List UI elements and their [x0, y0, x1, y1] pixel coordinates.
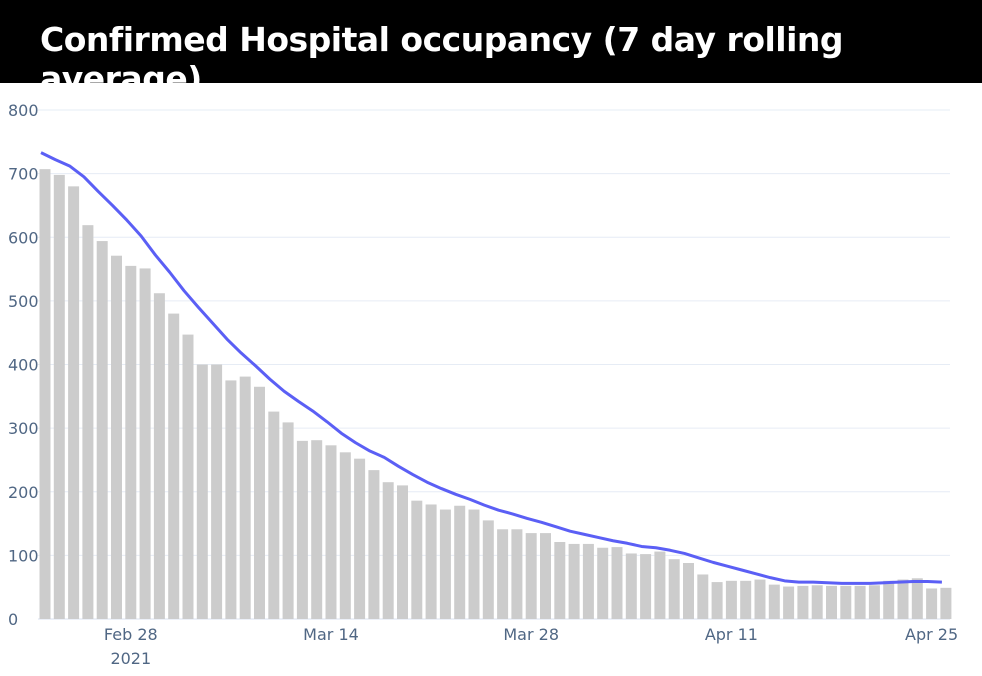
- bar: [125, 265, 137, 619]
- x-tick-label: Apr 25: [905, 625, 958, 644]
- bar: [940, 587, 952, 619]
- bar: [797, 585, 809, 619]
- bar: [668, 559, 680, 619]
- bar: [811, 585, 823, 619]
- y-tick-label: 700: [8, 165, 39, 184]
- bar: [368, 470, 380, 619]
- y-tick-label: 300: [8, 419, 39, 438]
- bar: [96, 241, 108, 619]
- bar: [196, 364, 208, 619]
- x-tick-label: Mar 28: [503, 625, 559, 644]
- bar: [482, 520, 494, 619]
- x-tick-label: Apr 11: [705, 625, 758, 644]
- bar: [182, 334, 194, 619]
- bar: [826, 585, 837, 619]
- y-tick-label: 200: [8, 483, 39, 502]
- bar: [883, 580, 895, 619]
- bar: [540, 533, 551, 619]
- bar: [725, 580, 737, 619]
- bar: [139, 268, 151, 619]
- bar: [354, 458, 366, 619]
- bar: [554, 542, 566, 619]
- bar: [53, 174, 65, 619]
- bar: [511, 529, 523, 619]
- bar: [339, 452, 351, 619]
- bar: [783, 586, 795, 619]
- bar: [597, 547, 609, 619]
- bar: [311, 440, 323, 619]
- bar: [868, 585, 880, 619]
- bar: [382, 482, 394, 619]
- bar: [926, 588, 938, 619]
- bar: [254, 386, 265, 619]
- bar: [911, 578, 923, 619]
- bar: [68, 186, 80, 619]
- y-tick-label: 400: [8, 356, 39, 375]
- bar: [296, 440, 308, 619]
- chart-title: Confirmed Hospital occupancy (7 day roll…: [40, 20, 844, 98]
- bar: [397, 485, 408, 619]
- bar: [740, 580, 752, 619]
- x-tick-label: Feb 28: [104, 625, 158, 644]
- bar: [768, 584, 780, 619]
- bar: [568, 543, 580, 619]
- title-bar: Confirmed Hospital occupancy (7 day roll…: [0, 0, 982, 98]
- bar: [625, 553, 637, 619]
- y-tick-label: 600: [8, 228, 39, 247]
- bar: [854, 585, 866, 619]
- bar: [211, 364, 223, 619]
- bar: [711, 582, 723, 619]
- bar: [411, 500, 423, 619]
- bar: [268, 411, 280, 619]
- bar: [425, 504, 437, 619]
- bar: [754, 579, 766, 619]
- bar: [82, 225, 94, 619]
- bar: [582, 543, 594, 619]
- bar: [282, 422, 294, 619]
- bar: [168, 313, 180, 619]
- bar: [239, 376, 251, 619]
- bar: [153, 293, 165, 619]
- y-tick-label: 800: [8, 101, 39, 120]
- x-tick-label: Mar 14: [303, 625, 359, 644]
- bar: [225, 380, 237, 619]
- x-tick-sublabel: 2021: [110, 649, 151, 668]
- bar: [439, 509, 451, 619]
- bar: [654, 551, 666, 619]
- y-tick-label: 500: [8, 292, 39, 311]
- y-tick-label: 0: [8, 610, 18, 629]
- bar: [897, 579, 909, 619]
- bar: [525, 533, 537, 619]
- bar: [325, 445, 337, 619]
- bar: [497, 529, 509, 619]
- y-tick-label: 100: [8, 546, 39, 565]
- bar: [840, 585, 852, 619]
- rolling-average-line: [40, 151, 942, 585]
- bar: [640, 554, 652, 619]
- bar: [454, 505, 466, 619]
- bar: [611, 547, 623, 619]
- bar: [683, 563, 694, 619]
- bar: [39, 169, 51, 619]
- bar: [111, 255, 122, 620]
- bar: [468, 509, 480, 619]
- bar: [697, 574, 709, 619]
